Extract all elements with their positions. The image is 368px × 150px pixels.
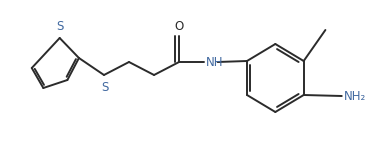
Text: NH₂: NH₂ bbox=[344, 90, 366, 102]
Text: S: S bbox=[101, 81, 109, 94]
Text: O: O bbox=[174, 20, 184, 33]
Text: NH: NH bbox=[206, 56, 223, 69]
Text: S: S bbox=[56, 20, 63, 33]
